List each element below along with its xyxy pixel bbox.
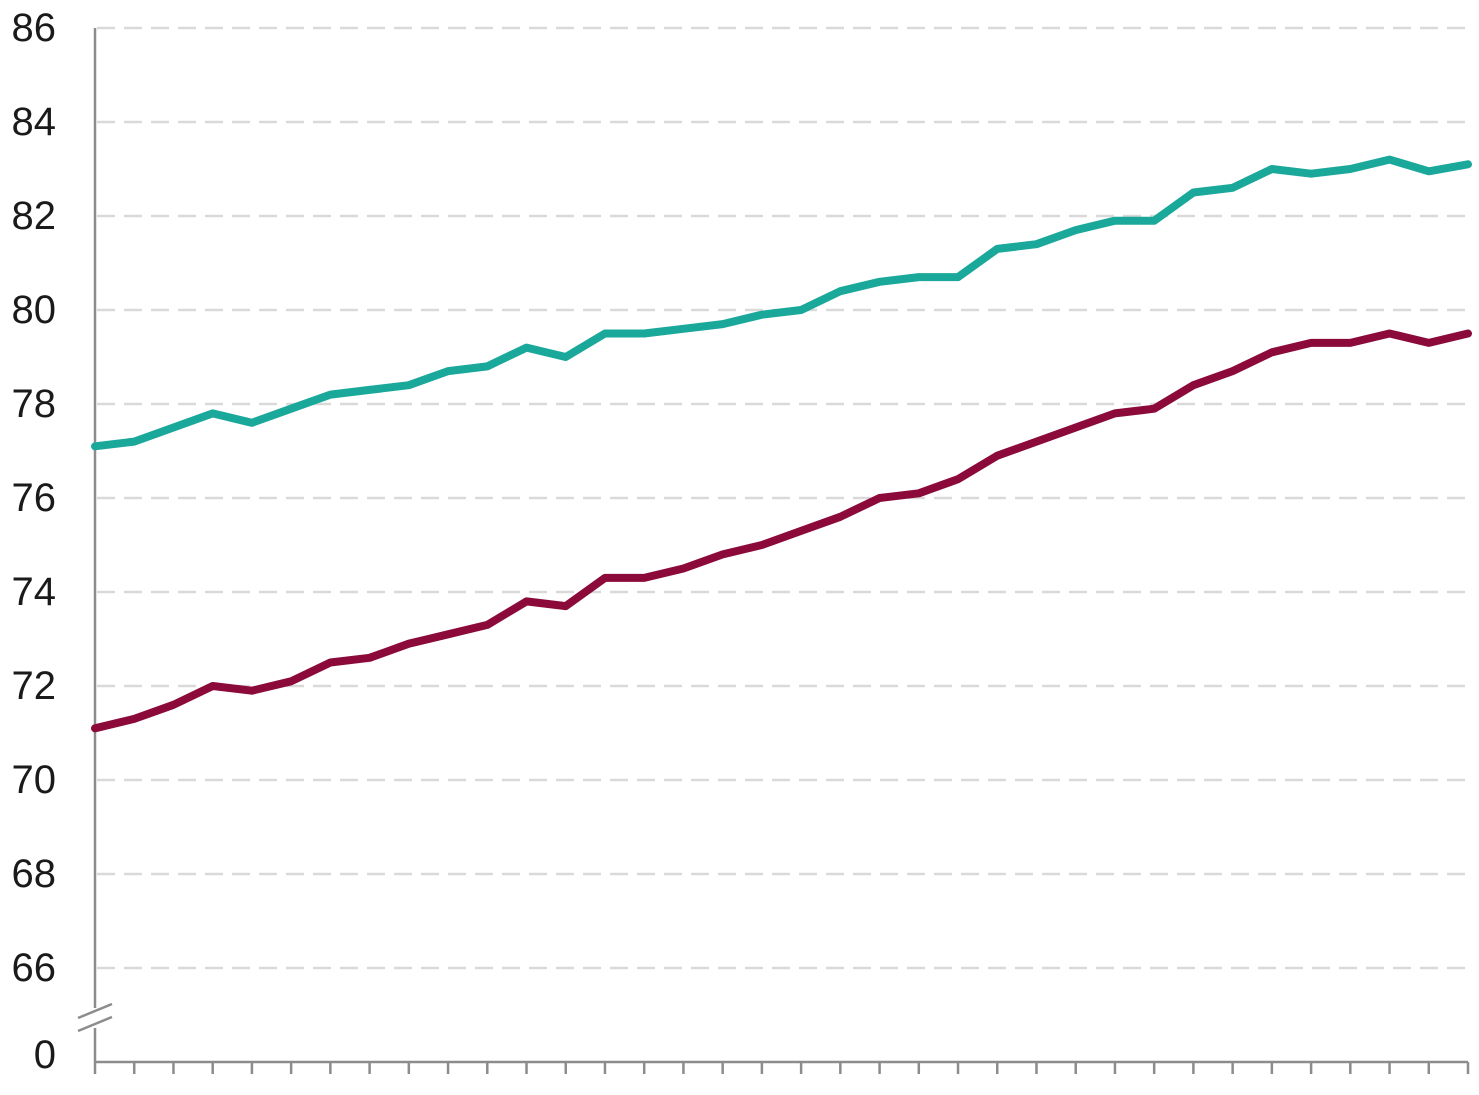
axis-break-marker [77, 1002, 113, 1033]
y-tick-label: 76 [12, 476, 57, 520]
y-tick-label: 82 [12, 194, 57, 238]
y-tick-label: 80 [12, 288, 57, 332]
y-tick-label: 72 [12, 664, 57, 708]
series-line-1 [91, 155, 1472, 451]
axes [77, 28, 1468, 1064]
x-axis-ticks [93, 1062, 1470, 1074]
series-line-2 [91, 329, 1472, 733]
y-tick-label: 78 [12, 382, 57, 426]
gridlines [97, 26, 1468, 970]
y-tick-label: 68 [12, 852, 57, 896]
series-lines [91, 155, 1472, 733]
y-tick-label: 0 [34, 1033, 56, 1077]
y-axis-tick-labels: 86 84 82 80 78 76 74 72 70 68 66 0 [12, 6, 57, 1077]
y-tick-label: 86 [12, 6, 57, 50]
y-tick-label: 74 [12, 570, 57, 614]
y-tick-label: 84 [12, 100, 57, 144]
y-tick-label: 66 [12, 946, 57, 990]
y-tick-label: 70 [12, 758, 57, 802]
